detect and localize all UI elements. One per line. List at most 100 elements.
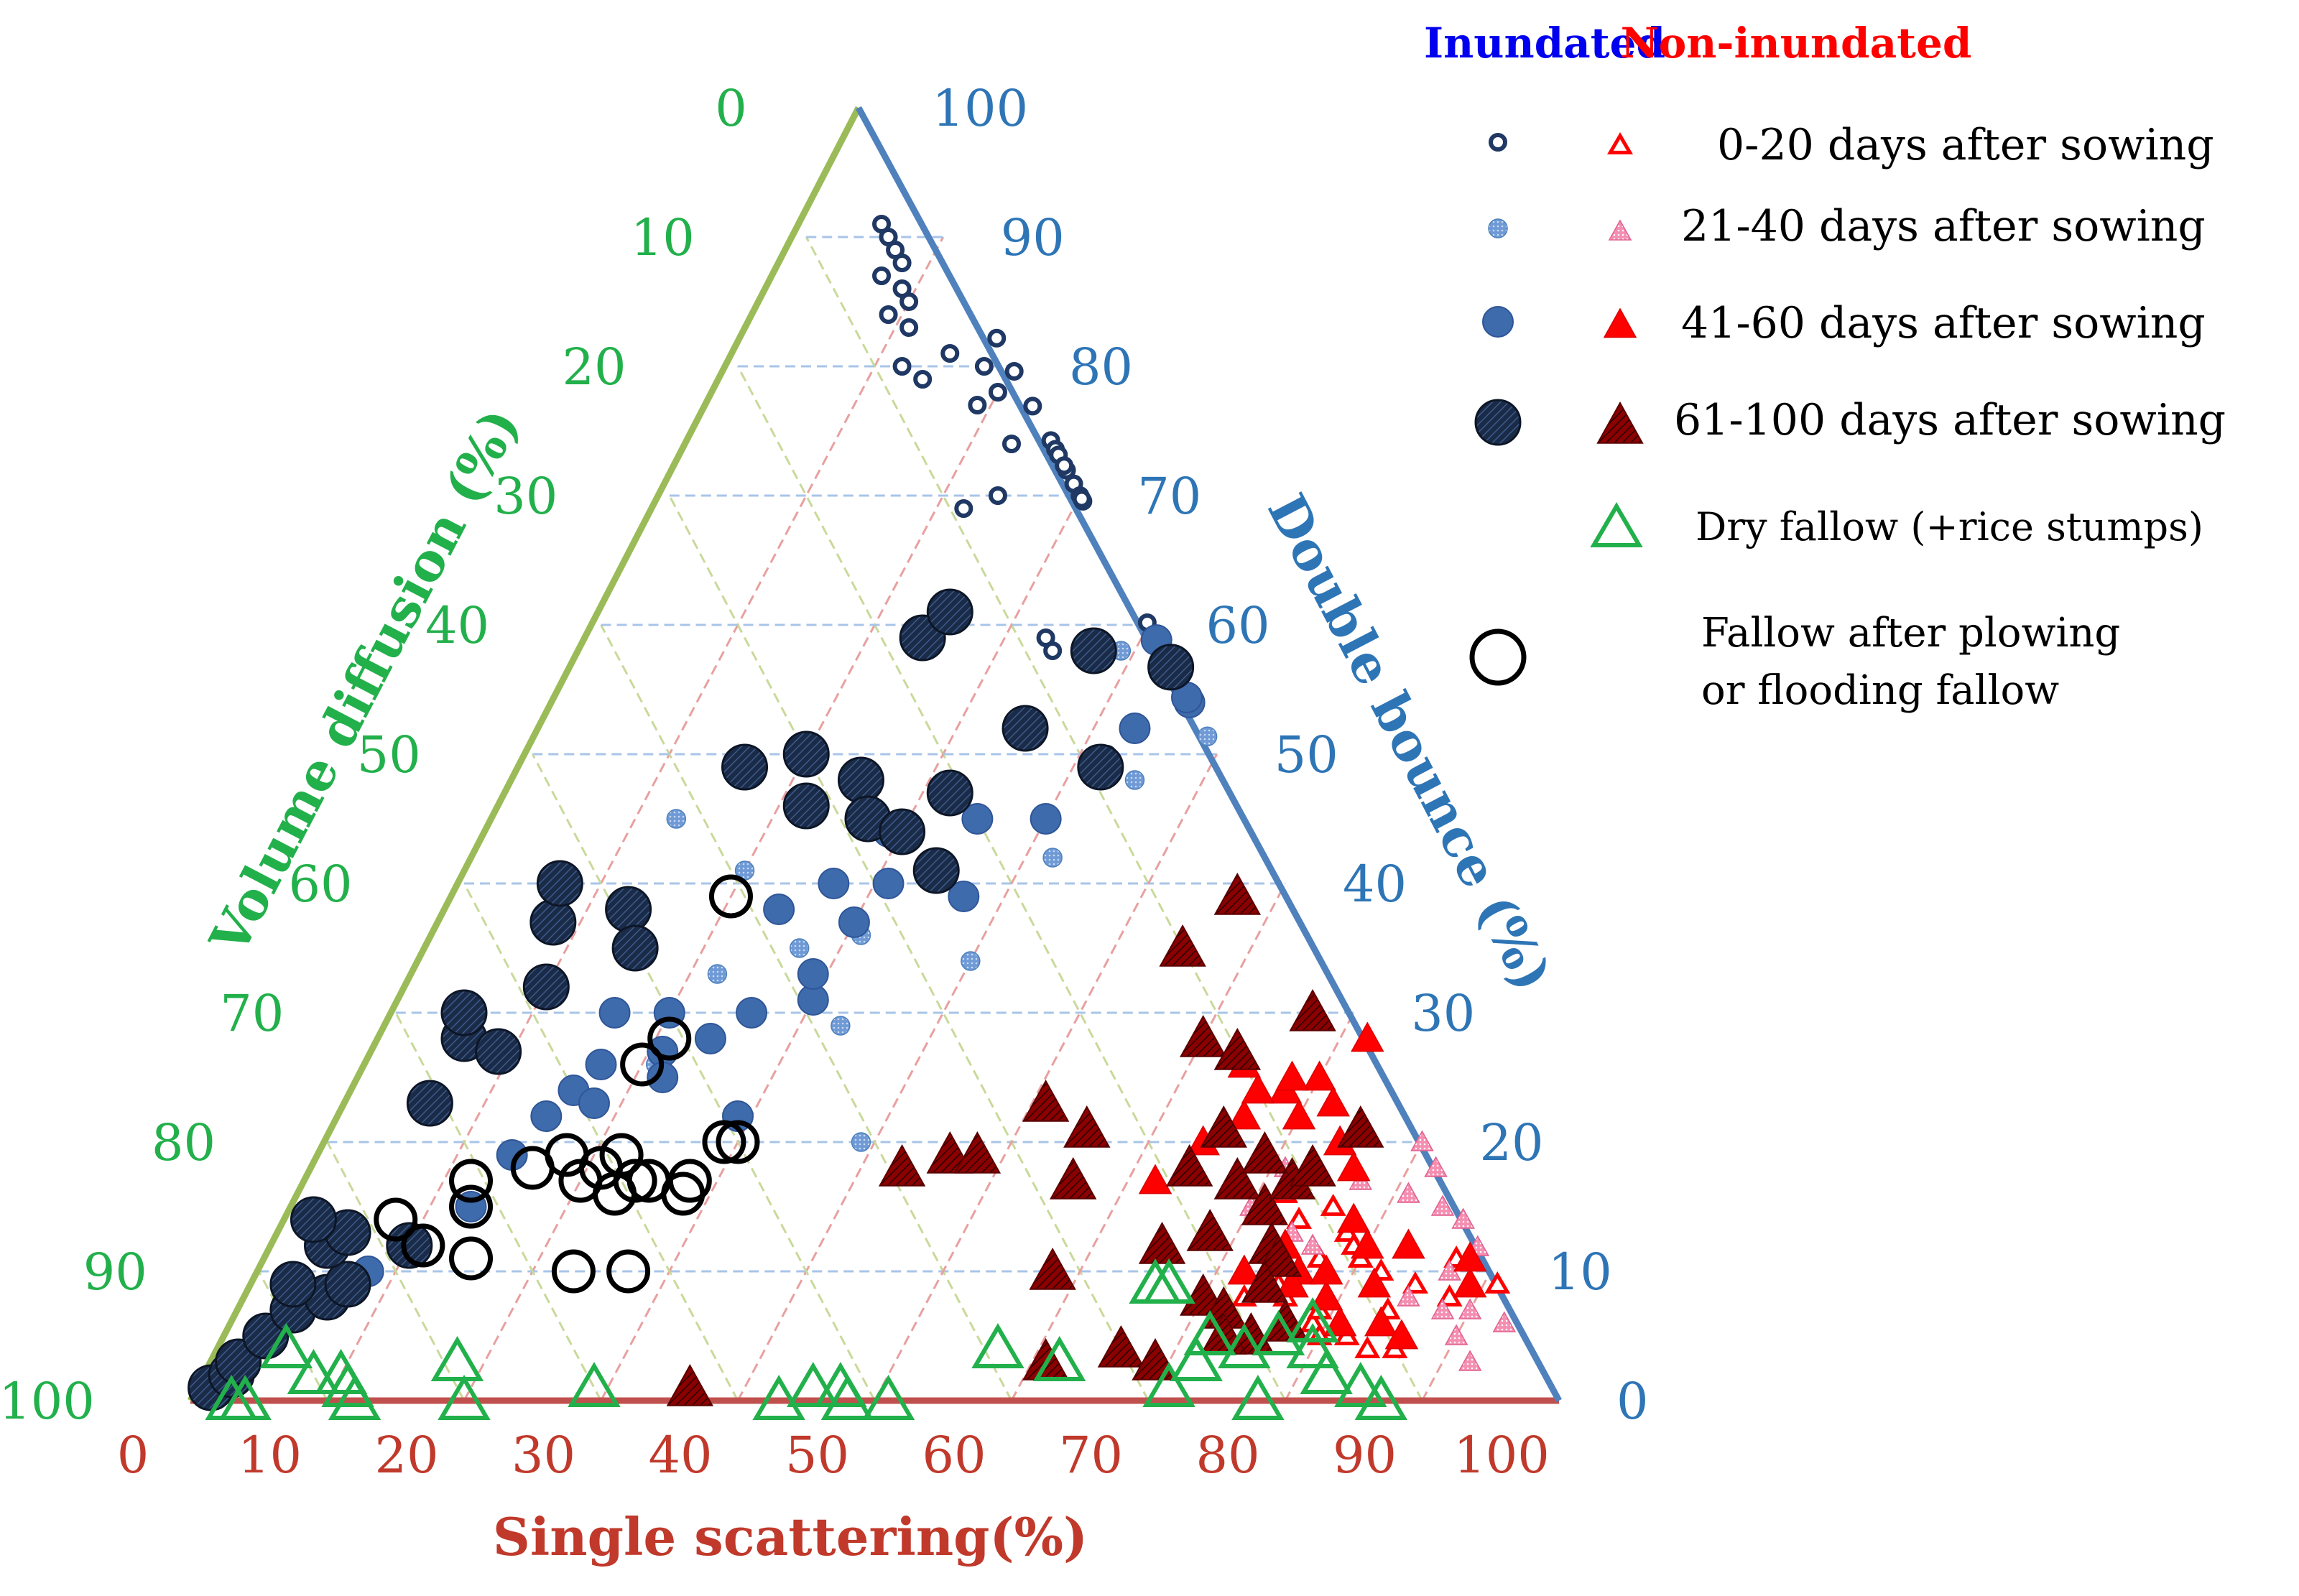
- data-point: [1397, 1285, 1420, 1307]
- data-point: [1183, 1310, 1236, 1355]
- data-point: [1492, 1311, 1517, 1332]
- data-point: [818, 868, 850, 899]
- data-point: [1124, 770, 1145, 790]
- data-point: [449, 1236, 494, 1281]
- grid-line-single: [1284, 1141, 1423, 1401]
- data-point: [1458, 1350, 1482, 1371]
- data-point: [782, 782, 830, 830]
- data-point: [1213, 1156, 1262, 1200]
- data-point: [1286, 1207, 1313, 1229]
- series-non_61_100: [666, 872, 1384, 1406]
- data-point: [1316, 1086, 1350, 1117]
- legend-label-plowed-fallow-2: or flooding fallow: [1701, 667, 2059, 714]
- legend-marker-non_0_20: [1606, 132, 1634, 154]
- volume-tick-label: 20: [562, 338, 626, 396]
- data-point: [1289, 988, 1336, 1031]
- grid-lines: [257, 236, 1492, 1401]
- data-point: [1231, 1375, 1285, 1420]
- data-point: [1309, 1254, 1343, 1285]
- data-point: [522, 963, 570, 1011]
- data-point: [530, 1100, 563, 1132]
- data-point: [838, 906, 870, 938]
- legend-markers: [1469, 132, 1644, 686]
- data-point: [290, 1196, 337, 1243]
- data-point: [892, 357, 912, 376]
- single-tick-label: 40: [648, 1426, 712, 1485]
- data-point: [752, 1375, 805, 1420]
- grid-line-single: [600, 495, 1081, 1401]
- data-point: [1023, 396, 1042, 416]
- data-point: [1484, 1271, 1511, 1294]
- data-point: [1275, 1060, 1309, 1091]
- data-point: [1070, 627, 1117, 674]
- data-point: [440, 989, 488, 1036]
- data-point: [536, 860, 583, 907]
- double-tick-label: 80: [1069, 338, 1133, 396]
- data-point: [1147, 644, 1195, 691]
- data-point: [1043, 641, 1063, 660]
- data-point: [879, 305, 898, 324]
- volume-tick-label: 50: [357, 725, 421, 784]
- data-point: [1213, 1027, 1262, 1070]
- data-point: [1392, 1228, 1425, 1259]
- double-tick-label: 90: [1001, 208, 1065, 267]
- data-point: [1159, 924, 1206, 967]
- data-point: [1241, 1182, 1289, 1225]
- data-point: [529, 899, 577, 946]
- data-point: [401, 1223, 445, 1268]
- data-point: [620, 1042, 665, 1087]
- data-point: [1042, 848, 1063, 868]
- data-point: [820, 1375, 874, 1420]
- series-plowed_fallow: [374, 874, 760, 1294]
- data-point: [1142, 1362, 1195, 1407]
- data-point: [666, 809, 687, 829]
- data-point: [1097, 1324, 1145, 1368]
- legend-marker-inund_41_60: [1482, 306, 1514, 338]
- data-point: [736, 997, 768, 1029]
- data-point: [1303, 1060, 1336, 1091]
- legend-label-21-40: 21-40 days after sowing: [1681, 201, 2206, 251]
- data-point: [1119, 713, 1151, 744]
- data-point: [585, 1049, 617, 1080]
- data-point: [1213, 872, 1262, 915]
- data-point: [1227, 1099, 1262, 1130]
- series-dry_fallow: [205, 1258, 1408, 1420]
- double-tick-label: 100: [933, 79, 1029, 138]
- single-tick-label: 70: [1059, 1426, 1123, 1485]
- legend-label-plowed-fallow: Fallow after plowing: [1701, 610, 2120, 657]
- data-point: [613, 1159, 657, 1203]
- data-point: [1458, 1298, 1482, 1319]
- data-point: [438, 1375, 491, 1420]
- data-point: [1241, 1131, 1289, 1174]
- data-point: [899, 292, 919, 311]
- single-tick-label: 10: [238, 1426, 302, 1485]
- double-tick-label: 10: [1548, 1243, 1612, 1302]
- volume-tick-label: 100: [0, 1372, 95, 1431]
- data-point: [1402, 1271, 1428, 1294]
- data-point: [1142, 1258, 1195, 1304]
- data-point: [1197, 726, 1218, 746]
- double-axis-line: [856, 106, 1562, 1403]
- legend-marker-plowed-fallow: [1469, 628, 1527, 686]
- data-point: [708, 874, 753, 919]
- double-tick-label: 40: [1343, 855, 1407, 914]
- data-point: [940, 344, 960, 363]
- data-point: [1138, 1164, 1172, 1194]
- data-point: [1354, 1375, 1408, 1420]
- data-point: [1309, 1280, 1343, 1311]
- data-point: [1241, 1073, 1275, 1104]
- legend-label-41-60: 41-60 days after sowing: [1681, 298, 2206, 348]
- data-point: [707, 964, 728, 984]
- single-tick-label: 0: [117, 1426, 149, 1485]
- legend-marker-inund_0_20: [1489, 133, 1507, 152]
- data-point: [1300, 1349, 1353, 1394]
- volume-tick-label: 90: [83, 1243, 147, 1302]
- data-point: [1430, 1298, 1455, 1319]
- data-point: [449, 1159, 494, 1203]
- legend-marker-dry-fallow: [1590, 502, 1643, 547]
- data-point: [1004, 361, 1024, 381]
- data-point: [1252, 1310, 1305, 1355]
- data-point: [1336, 1151, 1371, 1182]
- data-point: [961, 951, 981, 971]
- data-point: [1424, 1156, 1448, 1177]
